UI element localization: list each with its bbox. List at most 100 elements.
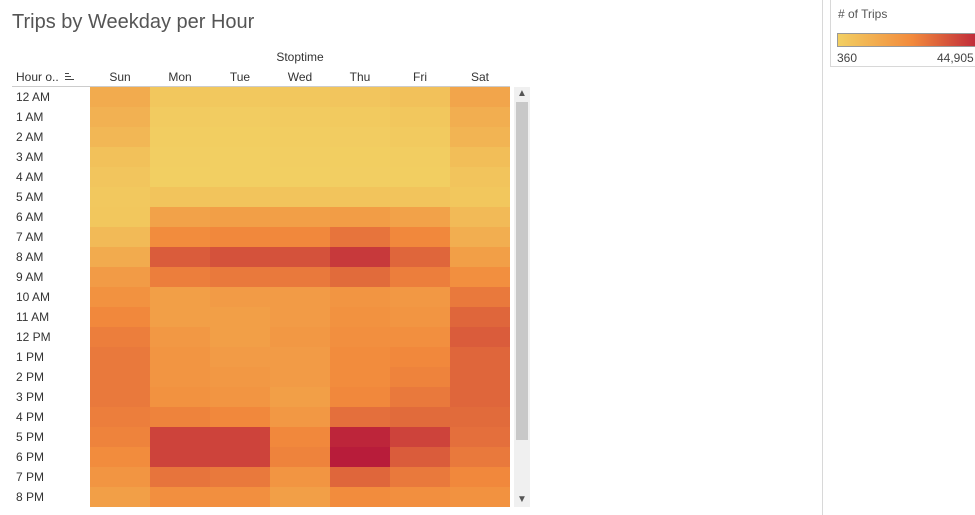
heatmap-cell[interactable] xyxy=(90,367,150,387)
heatmap-cell[interactable] xyxy=(150,387,210,407)
heatmap-cell[interactable] xyxy=(450,287,510,307)
heatmap-cell[interactable] xyxy=(150,427,210,447)
heatmap-cell[interactable] xyxy=(150,207,210,227)
heatmap-cell[interactable] xyxy=(150,467,210,487)
heatmap-cell[interactable] xyxy=(450,187,510,207)
heatmap-cell[interactable] xyxy=(150,267,210,287)
heatmap-cell[interactable] xyxy=(390,127,450,147)
heatmap-cell[interactable] xyxy=(150,347,210,367)
scrollbar-thumb[interactable] xyxy=(516,102,528,440)
heatmap-cell[interactable] xyxy=(90,487,150,507)
heatmap-cell[interactable] xyxy=(210,347,270,367)
heatmap-cell[interactable] xyxy=(330,287,390,307)
heatmap-cell[interactable] xyxy=(330,147,390,167)
heatmap-cell[interactable] xyxy=(330,367,390,387)
heatmap-cell[interactable] xyxy=(270,387,330,407)
heatmap-cell[interactable] xyxy=(390,347,450,367)
heatmap-cell[interactable] xyxy=(390,87,450,107)
row-header[interactable]: Hour o.. xyxy=(16,70,75,84)
heatmap-cell[interactable] xyxy=(390,107,450,127)
heatmap-cell[interactable] xyxy=(450,87,510,107)
heatmap-cell[interactable] xyxy=(450,227,510,247)
heatmap-cell[interactable] xyxy=(150,247,210,267)
heatmap-cell[interactable] xyxy=(210,107,270,127)
heatmap-cell[interactable] xyxy=(330,487,390,507)
heatmap-cell[interactable] xyxy=(270,187,330,207)
heatmap-cell[interactable] xyxy=(390,287,450,307)
heatmap-cell[interactable] xyxy=(270,407,330,427)
heatmap-cell[interactable] xyxy=(210,127,270,147)
heatmap-cell[interactable] xyxy=(90,387,150,407)
heatmap-cell[interactable] xyxy=(90,267,150,287)
sort-icon[interactable] xyxy=(63,72,75,82)
heatmap-cell[interactable] xyxy=(270,127,330,147)
heatmap-cell[interactable] xyxy=(450,267,510,287)
heatmap-cell[interactable] xyxy=(330,227,390,247)
heatmap-cell[interactable] xyxy=(210,367,270,387)
heatmap-cell[interactable] xyxy=(210,327,270,347)
heatmap-cell[interactable] xyxy=(150,327,210,347)
heatmap-cell[interactable] xyxy=(150,487,210,507)
heatmap-cell[interactable] xyxy=(90,127,150,147)
heatmap-cell[interactable] xyxy=(210,207,270,227)
heatmap-cell[interactable] xyxy=(330,127,390,147)
heatmap-cell[interactable] xyxy=(210,87,270,107)
heatmap-cell[interactable] xyxy=(210,227,270,247)
heatmap-cell[interactable] xyxy=(330,167,390,187)
heatmap-cell[interactable] xyxy=(210,447,270,467)
heatmap-cell[interactable] xyxy=(90,447,150,467)
heatmap-cell[interactable] xyxy=(450,307,510,327)
scroll-up-arrow-icon[interactable]: ▲ xyxy=(517,88,527,99)
heatmap-cell[interactable] xyxy=(390,307,450,327)
heatmap-cell[interactable] xyxy=(90,307,150,327)
heatmap-cell[interactable] xyxy=(270,207,330,227)
heatmap-cell[interactable] xyxy=(90,167,150,187)
heatmap-cell[interactable] xyxy=(270,247,330,267)
heatmap-cell[interactable] xyxy=(270,267,330,287)
heatmap-cell[interactable] xyxy=(90,467,150,487)
heatmap-cell[interactable] xyxy=(390,247,450,267)
heatmap-cell[interactable] xyxy=(450,467,510,487)
heatmap-cell[interactable] xyxy=(210,307,270,327)
heatmap-cell[interactable] xyxy=(210,407,270,427)
heatmap-cell[interactable] xyxy=(210,467,270,487)
vertical-scrollbar[interactable]: ▲ ▼ xyxy=(514,87,530,507)
heatmap-cell[interactable] xyxy=(270,367,330,387)
heatmap-cell[interactable] xyxy=(270,107,330,127)
heatmap-cell[interactable] xyxy=(330,347,390,367)
heatmap-cell[interactable] xyxy=(270,427,330,447)
heatmap-cell[interactable] xyxy=(390,167,450,187)
heatmap-cell[interactable] xyxy=(210,247,270,267)
heatmap-cell[interactable] xyxy=(150,367,210,387)
heatmap-cell[interactable] xyxy=(450,427,510,447)
heatmap-cell[interactable] xyxy=(330,187,390,207)
heatmap-cell[interactable] xyxy=(330,107,390,127)
heatmap-cell[interactable] xyxy=(150,147,210,167)
heatmap-cell[interactable] xyxy=(210,167,270,187)
heatmap-cell[interactable] xyxy=(270,347,330,367)
heatmap-cell[interactable] xyxy=(90,407,150,427)
heatmap-cell[interactable] xyxy=(90,187,150,207)
heatmap-cell[interactable] xyxy=(330,307,390,327)
heatmap-cell[interactable] xyxy=(390,467,450,487)
heatmap-cell[interactable] xyxy=(270,167,330,187)
scroll-down-arrow-icon[interactable]: ▼ xyxy=(517,494,527,505)
heatmap-cell[interactable] xyxy=(330,87,390,107)
heatmap-cell[interactable] xyxy=(330,467,390,487)
heatmap-cell[interactable] xyxy=(330,327,390,347)
heatmap-cell[interactable] xyxy=(330,427,390,447)
heatmap-cell[interactable] xyxy=(90,347,150,367)
heatmap-cell[interactable] xyxy=(390,487,450,507)
heatmap-cell[interactable] xyxy=(390,447,450,467)
heatmap-cell[interactable] xyxy=(390,147,450,167)
heatmap-cell[interactable] xyxy=(450,167,510,187)
heatmap-cell[interactable] xyxy=(90,327,150,347)
heatmap-cell[interactable] xyxy=(90,207,150,227)
heatmap-cell[interactable] xyxy=(90,427,150,447)
heatmap-cell[interactable] xyxy=(270,227,330,247)
heatmap-cell[interactable] xyxy=(210,287,270,307)
heatmap-cell[interactable] xyxy=(390,267,450,287)
heatmap-cell[interactable] xyxy=(330,247,390,267)
heatmap-cell[interactable] xyxy=(390,327,450,347)
heatmap-cell[interactable] xyxy=(450,487,510,507)
